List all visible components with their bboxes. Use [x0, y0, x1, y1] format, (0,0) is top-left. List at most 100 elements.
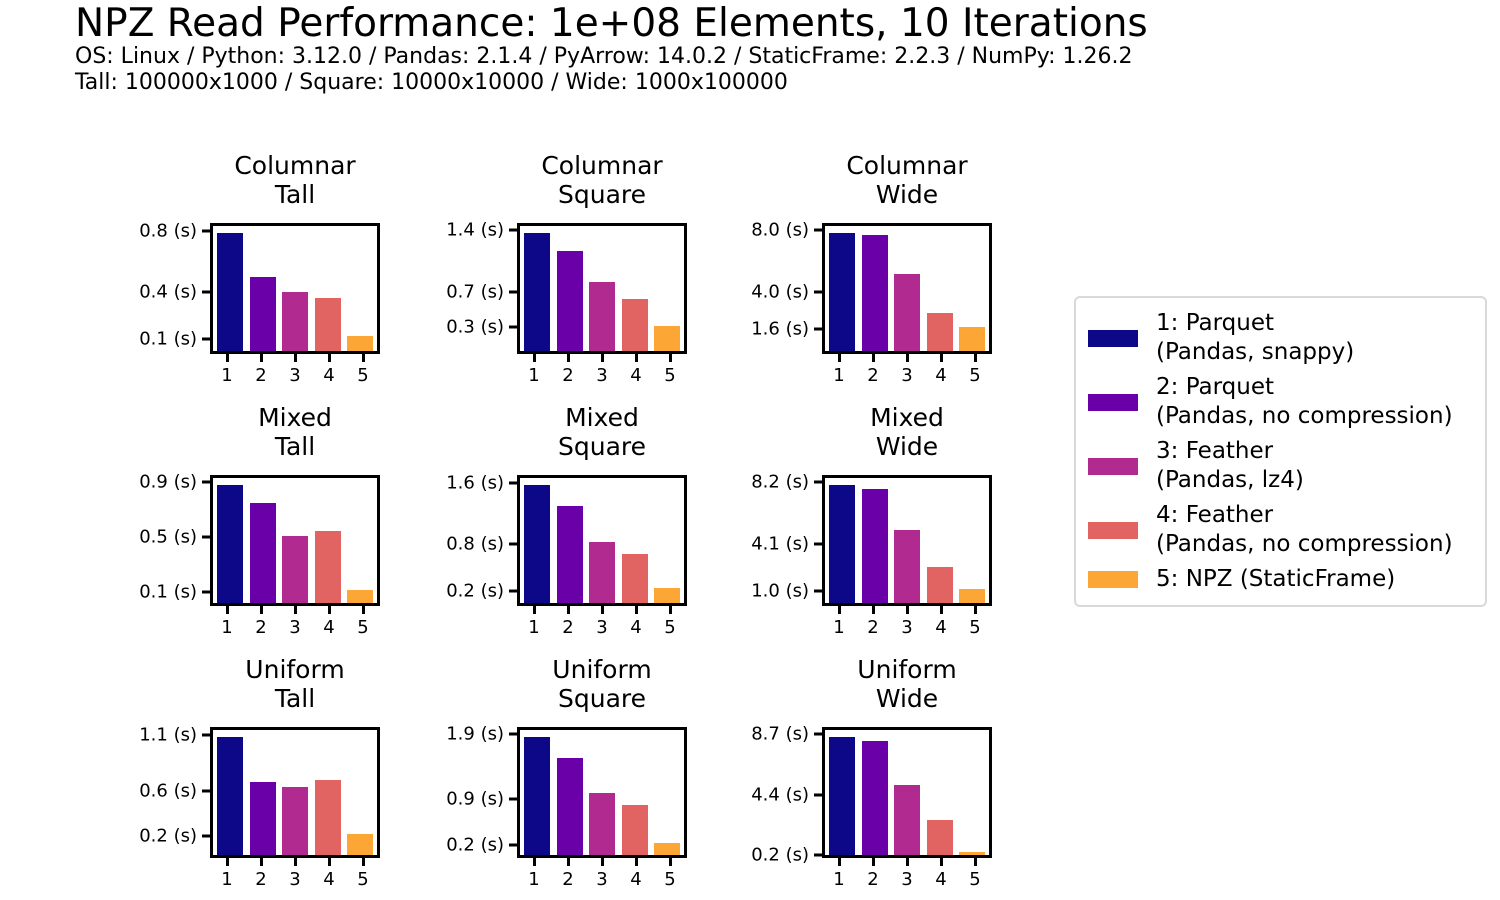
- x-tick-label: 2: [562, 365, 574, 386]
- x-axis-tick: 5: [350, 606, 376, 638]
- bar-3: [282, 535, 308, 603]
- y-tick-label: 1.9 (s): [446, 723, 504, 745]
- y-axis-tick: 0.2 (s): [446, 834, 517, 855]
- x-tick-label: 5: [969, 617, 981, 638]
- x-axis-tick: 3: [282, 354, 308, 386]
- y-axis-tick: 1.6 (s): [751, 319, 822, 340]
- legend-color-swatch: [1088, 571, 1138, 588]
- y-tick-label: 0.4 (s): [139, 281, 197, 303]
- bar-2: [249, 277, 276, 351]
- x-tick-label: 5: [969, 869, 981, 890]
- x-tick-label: 1: [221, 869, 233, 890]
- x-axis-tick: 5: [657, 354, 683, 386]
- subplot-uniform-square: Uniform Square 1.9 (s) 0.9 (s) 0.2 (s) 1 2 3 4 5: [446, 655, 687, 890]
- y-tick-label: 0.9 (s): [446, 788, 504, 810]
- x-axis-tick: 4: [316, 858, 342, 890]
- legend-color-swatch: [1088, 521, 1138, 539]
- x-tick-label: 3: [289, 869, 301, 890]
- y-axis-tick: 0.8 (s): [139, 220, 210, 241]
- subplot-mixed-wide: Mixed Wide 8.2 (s) 4.1 (s) 1.0 (s) 1 2 3 4 5: [751, 403, 992, 638]
- x-tick-mark: [600, 354, 604, 362]
- x-tick-label: 4: [630, 365, 642, 386]
- x-tick-label: 5: [357, 365, 369, 386]
- x-tick-mark: [668, 354, 672, 362]
- x-axis-tick: 4: [928, 858, 954, 890]
- x-axis-tick: 2: [248, 354, 274, 386]
- bar-4: [621, 553, 648, 603]
- y-axis-tick: 8.2 (s): [751, 472, 822, 493]
- x-tick-label: 2: [255, 617, 267, 638]
- x-axis-tick: 3: [894, 606, 920, 638]
- y-axis-tick: 0.2 (s): [139, 825, 210, 846]
- bar-5: [654, 588, 680, 603]
- y-axis-tick: 0.3 (s): [446, 317, 517, 338]
- x-axis-tick: 1: [826, 354, 852, 386]
- x-tick-mark: [361, 858, 365, 866]
- y-axis-tick: 1.9 (s): [446, 724, 517, 745]
- bar-2: [556, 758, 583, 855]
- x-tick-mark: [871, 606, 875, 614]
- x-axis-tick: 4: [623, 354, 649, 386]
- x-axis-tick: 3: [589, 606, 615, 638]
- x-axis-tick: 1: [214, 606, 240, 638]
- legend-color-swatch: [1088, 329, 1138, 347]
- y-tick-mark: [509, 228, 517, 232]
- y-axis-tick: 0.1 (s): [139, 328, 210, 349]
- y-tick-label: 1.6 (s): [751, 318, 809, 340]
- x-tick-label: 1: [221, 365, 233, 386]
- bar-4: [314, 530, 341, 603]
- subplot-mixed-tall: Mixed Tall 0.9 (s) 0.5 (s) 0.1 (s) 1 2 3 4 5: [139, 403, 380, 638]
- x-axis-tick: 2: [860, 354, 886, 386]
- axes-box: [822, 727, 992, 858]
- x-tick-mark: [532, 858, 536, 866]
- x-tick-mark: [600, 858, 604, 866]
- bar-3: [282, 292, 308, 351]
- bar-1: [829, 233, 855, 351]
- y-tick-mark: [814, 853, 822, 857]
- x-tick-mark: [905, 858, 909, 866]
- x-axis-tick: 1: [826, 858, 852, 890]
- subplot-mixed-square: Mixed Square 1.6 (s) 0.8 (s) 0.2 (s) 1 2 3 4 5: [446, 403, 687, 638]
- y-axis-tick: 0.1 (s): [139, 582, 210, 603]
- bar-4: [314, 298, 341, 351]
- legend-entry-label: 2: Parquet (Pandas, no compression): [1156, 374, 1453, 429]
- y-tick-mark: [202, 834, 210, 838]
- y-tick-label: 0.1 (s): [139, 581, 197, 603]
- x-axis-tick: 5: [962, 354, 988, 386]
- y-axis-tick: 0.2 (s): [751, 845, 822, 866]
- y-tick-label: 8.0 (s): [751, 219, 809, 241]
- x-tick-mark: [939, 858, 943, 866]
- x-tick-label: 5: [357, 869, 369, 890]
- subplot-title: Uniform Square: [552, 655, 652, 713]
- bar-5: [347, 589, 373, 603]
- bar-3: [894, 529, 920, 603]
- y-tick-mark: [814, 480, 822, 484]
- y-axis-tick: 4.0 (s): [751, 282, 822, 303]
- x-axis-tick: 4: [623, 858, 649, 890]
- subplot-columnar-square: Columnar Square 1.4 (s) 0.7 (s) 0.3 (s) 1 2 3 4…: [446, 151, 687, 386]
- x-tick-mark: [293, 858, 297, 866]
- legend-entry: 2: Parquet (Pandas, no compression): [1088, 373, 1471, 431]
- y-tick-mark: [509, 797, 517, 801]
- figure-subtitle-environment: OS: Linux / Python: 3.12.0 / Pandas: 2.1…: [75, 44, 1133, 69]
- y-tick-label: 4.4 (s): [751, 784, 809, 806]
- x-tick-label: 3: [901, 869, 913, 890]
- x-tick-label: 2: [867, 617, 879, 638]
- legend-entry: 4: Feather (Pandas, no compression): [1088, 501, 1471, 559]
- x-tick-label: 4: [323, 365, 335, 386]
- x-tick-mark: [361, 354, 365, 362]
- y-tick-label: 4.1 (s): [751, 533, 809, 555]
- x-axis-tick: 4: [928, 354, 954, 386]
- x-tick-label: 4: [630, 617, 642, 638]
- y-tick-label: 1.1 (s): [139, 724, 197, 746]
- figure-title: NPZ Read Performance: 1e+08 Elements, 10…: [75, 1, 1148, 46]
- y-axis-tick: 0.4 (s): [139, 282, 210, 303]
- x-tick-label: 1: [221, 617, 233, 638]
- subplot-title: Columnar Wide: [846, 151, 968, 209]
- y-tick-mark: [509, 290, 517, 294]
- x-tick-label: 1: [528, 617, 540, 638]
- x-axis-tick: 1: [521, 606, 547, 638]
- x-tick-label: 4: [935, 869, 947, 890]
- x-axis-ticks: 1 2 3 4 5: [517, 354, 687, 386]
